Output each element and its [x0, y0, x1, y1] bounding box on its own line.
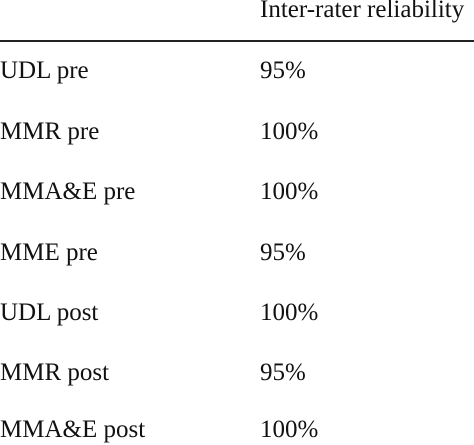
row-label: MMA&E pre [0, 178, 136, 205]
row-label: UDL pre [0, 57, 89, 84]
row-value: 100% [260, 118, 319, 145]
table-row: MMR post 95% [0, 358, 474, 388]
row-value: 95% [260, 239, 306, 266]
row-value: 95% [260, 57, 306, 84]
row-label: MME pre [0, 239, 98, 266]
table-row: UDL pre 95% [0, 56, 474, 86]
row-value: 100% [260, 416, 319, 443]
table-row: MMR pre 100% [0, 117, 474, 147]
column-header-reliability: Inter-rater reliability [260, 0, 465, 23]
row-value: 100% [260, 299, 319, 326]
table-row: MMA&E pre 100% [0, 177, 474, 207]
table-row: MMA&E post 100% [0, 415, 474, 445]
row-value: 100% [260, 178, 319, 205]
table-row: UDL post 100% [0, 298, 474, 328]
row-label: MMR pre [0, 118, 100, 145]
row-value: 95% [260, 359, 306, 386]
table-row: MME pre 95% [0, 238, 474, 268]
row-label: MMA&E post [0, 416, 146, 443]
row-label: UDL post [0, 299, 99, 326]
header-divider [0, 40, 474, 42]
row-label: MMR post [0, 359, 110, 386]
